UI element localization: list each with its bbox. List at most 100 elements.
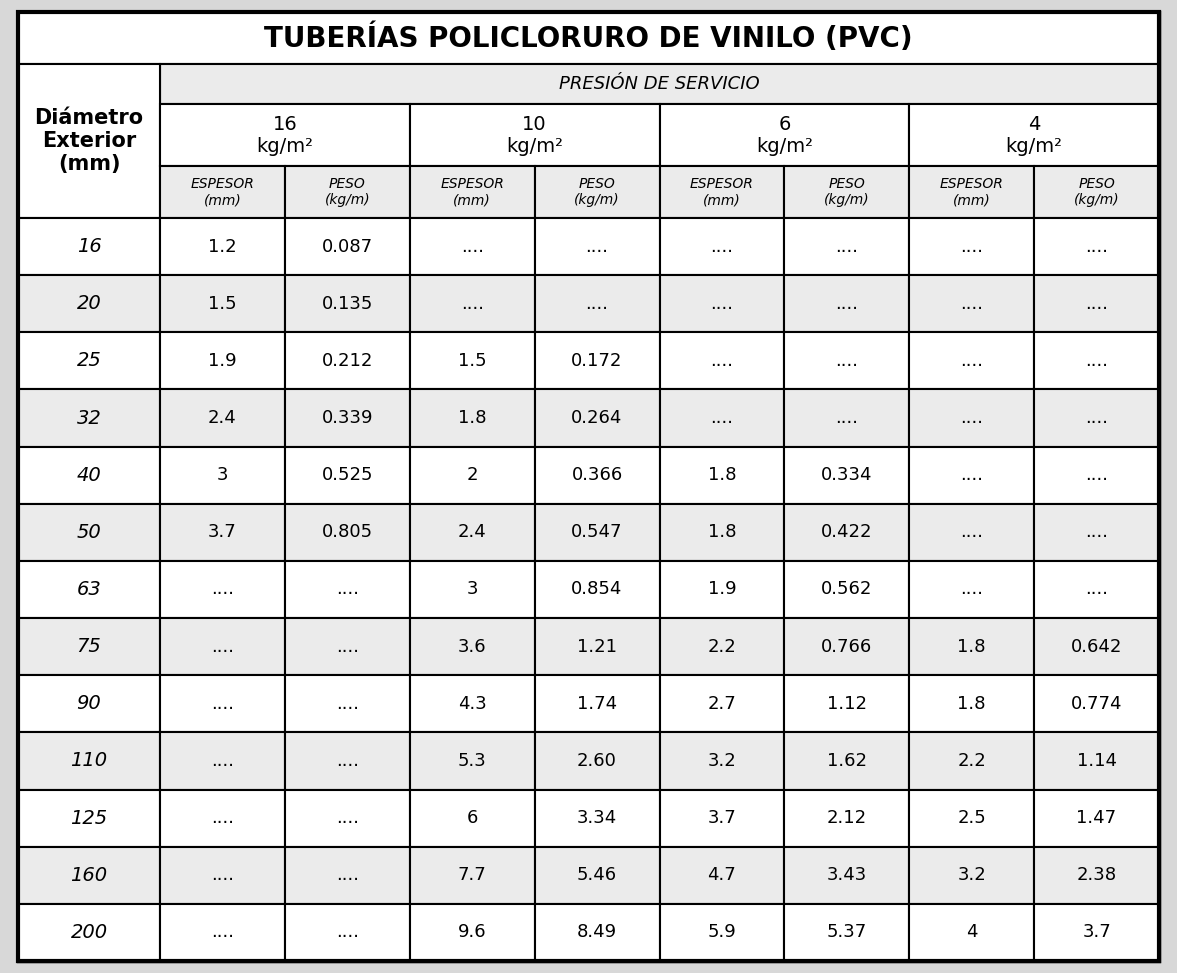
- Text: ....: ....: [335, 923, 359, 942]
- Text: 2.2: 2.2: [957, 752, 986, 770]
- Bar: [1035, 389, 1159, 447]
- Bar: [160, 166, 285, 218]
- Bar: [285, 733, 410, 789]
- Text: 0.422: 0.422: [822, 523, 872, 541]
- Text: 2.7: 2.7: [707, 695, 737, 713]
- Text: 20: 20: [77, 294, 101, 313]
- Text: ....: ....: [211, 866, 234, 884]
- Text: ....: ....: [335, 866, 359, 884]
- Bar: [18, 675, 160, 733]
- Text: ....: ....: [960, 466, 983, 485]
- Bar: [410, 333, 534, 389]
- Bar: [534, 789, 659, 847]
- Text: 0.774: 0.774: [1071, 695, 1123, 713]
- Bar: [18, 218, 160, 275]
- Bar: [659, 904, 784, 961]
- Text: ....: ....: [335, 581, 359, 598]
- Bar: [285, 504, 410, 560]
- Text: 4: 4: [966, 923, 977, 942]
- Text: ....: ....: [211, 923, 234, 942]
- Text: 1.8: 1.8: [957, 695, 986, 713]
- Bar: [1035, 218, 1159, 275]
- Text: 0.805: 0.805: [321, 523, 373, 541]
- Bar: [910, 166, 1035, 218]
- Text: 8.49: 8.49: [577, 923, 617, 942]
- Bar: [410, 789, 534, 847]
- Bar: [160, 275, 285, 333]
- Text: 2.4: 2.4: [458, 523, 486, 541]
- Text: ....: ....: [836, 409, 858, 427]
- Text: 25: 25: [77, 351, 101, 371]
- Text: 3.6: 3.6: [458, 637, 486, 656]
- Bar: [285, 166, 410, 218]
- Text: PESO
(kg/m): PESO (kg/m): [574, 177, 620, 207]
- Bar: [659, 675, 784, 733]
- Text: ....: ....: [335, 752, 359, 770]
- Bar: [410, 560, 534, 618]
- Text: ....: ....: [1085, 295, 1108, 312]
- Bar: [285, 447, 410, 504]
- Text: 2.2: 2.2: [707, 637, 737, 656]
- Bar: [534, 218, 659, 275]
- Bar: [1035, 904, 1159, 961]
- Bar: [910, 504, 1035, 560]
- Text: 63: 63: [77, 580, 101, 599]
- Bar: [410, 447, 534, 504]
- Text: 2: 2: [466, 466, 478, 485]
- Bar: [18, 333, 160, 389]
- Bar: [160, 675, 285, 733]
- Text: ....: ....: [960, 581, 983, 598]
- Bar: [285, 789, 410, 847]
- Bar: [285, 275, 410, 333]
- Bar: [410, 618, 534, 675]
- Text: 0.087: 0.087: [321, 237, 373, 256]
- Bar: [1035, 733, 1159, 789]
- Bar: [910, 275, 1035, 333]
- Text: 40: 40: [77, 466, 101, 485]
- Text: 4.7: 4.7: [707, 866, 737, 884]
- Text: ....: ....: [335, 637, 359, 656]
- Bar: [910, 560, 1035, 618]
- Bar: [534, 904, 659, 961]
- Text: 0.854: 0.854: [571, 581, 623, 598]
- Text: Diámetro
Exterior
(mm): Diámetro Exterior (mm): [34, 108, 144, 174]
- Bar: [534, 166, 659, 218]
- Bar: [659, 333, 784, 389]
- Bar: [410, 847, 534, 904]
- Bar: [410, 275, 534, 333]
- Bar: [1035, 789, 1159, 847]
- Text: 75: 75: [77, 637, 101, 656]
- Bar: [910, 218, 1035, 275]
- Text: 0.547: 0.547: [571, 523, 623, 541]
- Text: 2.5: 2.5: [957, 810, 986, 827]
- Text: 5.46: 5.46: [577, 866, 617, 884]
- Bar: [285, 675, 410, 733]
- Bar: [285, 904, 410, 961]
- Bar: [18, 389, 160, 447]
- Text: 3: 3: [217, 466, 228, 485]
- Text: 0.366: 0.366: [572, 466, 623, 485]
- Text: 1.9: 1.9: [707, 581, 737, 598]
- Bar: [160, 560, 285, 618]
- Text: ....: ....: [211, 637, 234, 656]
- Bar: [160, 218, 285, 275]
- Text: 1.12: 1.12: [826, 695, 866, 713]
- Text: 0.135: 0.135: [321, 295, 373, 312]
- Text: ....: ....: [211, 752, 234, 770]
- Bar: [1035, 333, 1159, 389]
- Bar: [410, 166, 534, 218]
- Text: 16
kg/m²: 16 kg/m²: [257, 115, 313, 156]
- Bar: [784, 789, 910, 847]
- Bar: [1035, 166, 1159, 218]
- Text: 200: 200: [71, 923, 107, 942]
- Bar: [784, 218, 910, 275]
- Bar: [18, 733, 160, 789]
- Bar: [784, 275, 910, 333]
- Text: 6
kg/m²: 6 kg/m²: [756, 115, 813, 156]
- Bar: [784, 560, 910, 618]
- Text: ....: ....: [711, 237, 733, 256]
- Text: ....: ....: [711, 409, 733, 427]
- Bar: [910, 904, 1035, 961]
- Bar: [659, 218, 784, 275]
- Bar: [410, 733, 534, 789]
